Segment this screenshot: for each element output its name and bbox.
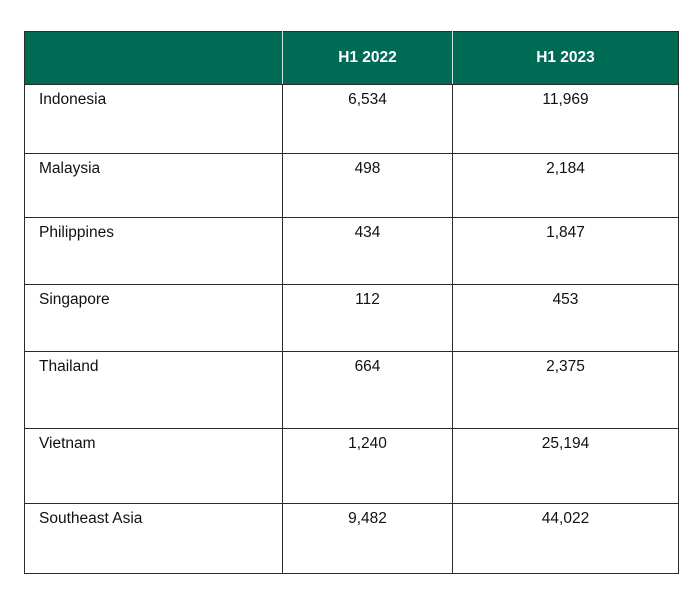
header-cell-h1-2022: H1 2022 xyxy=(282,31,453,85)
table-row: Malaysia 498 2,184 xyxy=(24,153,679,218)
row-label-cell: Malaysia xyxy=(24,153,283,218)
value-cell: 2,375 xyxy=(452,351,679,429)
table-header: H1 2022 H1 2023 xyxy=(24,31,679,85)
value-cell: 2,184 xyxy=(452,153,679,218)
header-cell-label xyxy=(24,31,283,85)
value-cell: 25,194 xyxy=(452,428,679,504)
table-row: Vietnam 1,240 25,194 xyxy=(24,428,679,504)
value-cell: 44,022 xyxy=(452,503,679,574)
row-label-cell: Thailand xyxy=(24,351,283,429)
value-cell: 1,240 xyxy=(282,428,453,504)
value-cell: 1,847 xyxy=(452,217,679,285)
table-row: Singapore 112 453 xyxy=(24,284,679,352)
row-label-cell: Singapore xyxy=(24,284,283,352)
header-row: H1 2022 H1 2023 xyxy=(24,31,679,85)
value-cell: 112 xyxy=(282,284,453,352)
table-row: Philippines 434 1,847 xyxy=(24,217,679,285)
table-body: Indonesia 6,534 11,969 Malaysia 498 2,184 Phil… xyxy=(24,84,679,574)
value-cell: 434 xyxy=(282,217,453,285)
table-row: Thailand 664 2,375 xyxy=(24,351,679,429)
row-label-cell: Vietnam xyxy=(24,428,283,504)
data-table-container: H1 2022 H1 2023 Indonesia 6,534 11,969 Mala… xyxy=(24,31,679,574)
value-cell: 6,534 xyxy=(282,84,453,154)
table-row: Southeast Asia 9,482 44,022 xyxy=(24,503,679,574)
row-label-cell: Indonesia xyxy=(24,84,283,154)
row-label-cell: Southeast Asia xyxy=(24,503,283,574)
value-cell: 664 xyxy=(282,351,453,429)
value-cell: 498 xyxy=(282,153,453,218)
data-table: H1 2022 H1 2023 Indonesia 6,534 11,969 Mala… xyxy=(24,31,679,574)
table-row: Indonesia 6,534 11,969 xyxy=(24,84,679,154)
row-label-cell: Philippines xyxy=(24,217,283,285)
value-cell: 11,969 xyxy=(452,84,679,154)
header-cell-h1-2023: H1 2023 xyxy=(452,31,679,85)
value-cell: 453 xyxy=(452,284,679,352)
value-cell: 9,482 xyxy=(282,503,453,574)
